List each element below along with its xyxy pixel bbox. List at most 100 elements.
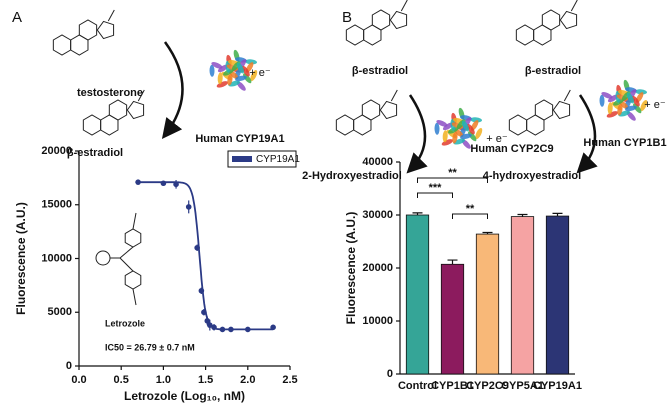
- y-tick-label: 20000: [41, 145, 72, 157]
- protein-blob: [607, 102, 613, 115]
- protein-blob: [461, 120, 470, 132]
- data-point: [270, 324, 276, 331]
- x-tick-label: CYP2C9: [466, 380, 509, 392]
- protein-blob: [211, 61, 223, 69]
- x-tick-label: 0.0: [71, 374, 86, 386]
- scheme-label: Human CYP19A1: [195, 133, 284, 145]
- data-point: [198, 287, 205, 294]
- scheme-label: + e⁻: [644, 99, 666, 111]
- protein-blob: [209, 64, 215, 77]
- protein-blob: [452, 131, 458, 144]
- molecule-ring: [541, 9, 561, 31]
- protein-blob: [460, 133, 472, 140]
- molecule-ring: [52, 34, 72, 56]
- error-bar: [552, 212, 563, 217]
- protein-blob: [243, 73, 252, 84]
- protein-blob: [475, 127, 483, 139]
- x-tick-label: CYP1B1: [431, 380, 474, 392]
- y-tick-label: 40000: [362, 156, 393, 168]
- panel-label: A: [12, 9, 22, 26]
- annotation: IC50 = 26.79 ± 0.7 nM: [105, 342, 195, 352]
- scheme-label: 2-Hydroxyestradiol: [302, 170, 402, 182]
- significance-label: ***: [429, 182, 443, 194]
- molecule-ring: [126, 100, 145, 120]
- bar: [475, 233, 500, 375]
- x-axis-label: Letrozole (Log₁₀, nM): [124, 389, 245, 403]
- y-axis-label: Fluorescence (A.U.): [14, 202, 28, 315]
- molecule-ring: [335, 114, 355, 136]
- scheme-label: 4-hydroxyestradiol: [483, 170, 581, 182]
- bar: [545, 215, 570, 375]
- molecule-ring: [108, 99, 128, 121]
- error-bar: [517, 213, 528, 217]
- molecule-ring: [124, 270, 142, 290]
- molecule-ring: [78, 19, 98, 41]
- x-tick-label: 2.0: [240, 374, 255, 386]
- protein-blob: [467, 123, 475, 135]
- data-point: [219, 326, 226, 333]
- data-point: [245, 326, 251, 333]
- data-point: [211, 324, 217, 331]
- protein-blob: [640, 99, 648, 111]
- data-point: [173, 181, 179, 188]
- molecule-bond: [137, 89, 145, 102]
- protein-blob: [235, 75, 247, 82]
- molecule-ring: [82, 114, 102, 136]
- panel-label: B: [342, 9, 352, 26]
- data-point: [194, 244, 200, 251]
- molecule-ring: [96, 20, 115, 40]
- annotation: Letrozole: [105, 318, 145, 328]
- protein-blob: [242, 65, 250, 77]
- reaction-arrow: [576, 94, 598, 174]
- molecule-bond: [400, 0, 408, 12]
- error-bar: [482, 231, 493, 235]
- protein-blob: [236, 62, 245, 74]
- scheme-label: β-estradiol: [352, 65, 408, 77]
- data-point: [204, 318, 211, 324]
- y-tick-label: 10000: [362, 315, 393, 327]
- x-tick-label: 1.5: [198, 374, 213, 386]
- data-point: [207, 322, 213, 328]
- x-tick-label: 2.5: [282, 374, 297, 386]
- protein-blob: [606, 111, 618, 118]
- protein-blob: [632, 95, 640, 107]
- molecule-ring: [361, 99, 381, 121]
- significance-label: **: [448, 167, 457, 179]
- scheme-label: β-estradiol: [525, 65, 581, 77]
- y-axis-label: Fluorescence (A.U.): [344, 212, 358, 325]
- y-tick-label: 10000: [41, 252, 72, 264]
- protein-blob: [227, 73, 233, 86]
- bar: [405, 214, 430, 375]
- molecule-bond: [570, 0, 578, 12]
- error-bar: [412, 212, 423, 215]
- y-tick-label: 15000: [41, 199, 72, 211]
- molecule-bond: [110, 212, 137, 306]
- y-tick-label: 30000: [362, 209, 393, 221]
- x-tick-label: CYP19A1: [533, 380, 582, 392]
- y-tick-label: 20000: [362, 262, 393, 274]
- molecule-bond: [107, 9, 115, 22]
- reaction-arrow: [406, 94, 428, 174]
- protein-blob: [617, 103, 623, 116]
- molecule-ring: [508, 114, 528, 136]
- y-tick-label: 0: [387, 368, 393, 380]
- protein-blob: [245, 59, 258, 65]
- molecule-ring: [345, 24, 365, 46]
- significance-bracket: [452, 213, 488, 219]
- protein-blob: [216, 81, 228, 88]
- molecule-ring: [371, 9, 391, 31]
- protein-blob: [470, 117, 483, 123]
- x-tick-label: CYP5A1: [501, 380, 544, 392]
- scheme-label: testosterone: [77, 87, 143, 99]
- protein-blob: [626, 92, 635, 104]
- legend-label: CYP19A1: [256, 154, 300, 165]
- protein-blob: [442, 130, 448, 143]
- molecule-ring: [559, 10, 578, 30]
- protein-blob: [601, 91, 613, 99]
- molecule-bond: [563, 89, 571, 102]
- protein-blob: [250, 69, 258, 81]
- protein-blob: [599, 94, 605, 107]
- protein-blob: [633, 103, 642, 114]
- molecule-ring: [389, 10, 408, 30]
- protein-blob: [625, 105, 637, 112]
